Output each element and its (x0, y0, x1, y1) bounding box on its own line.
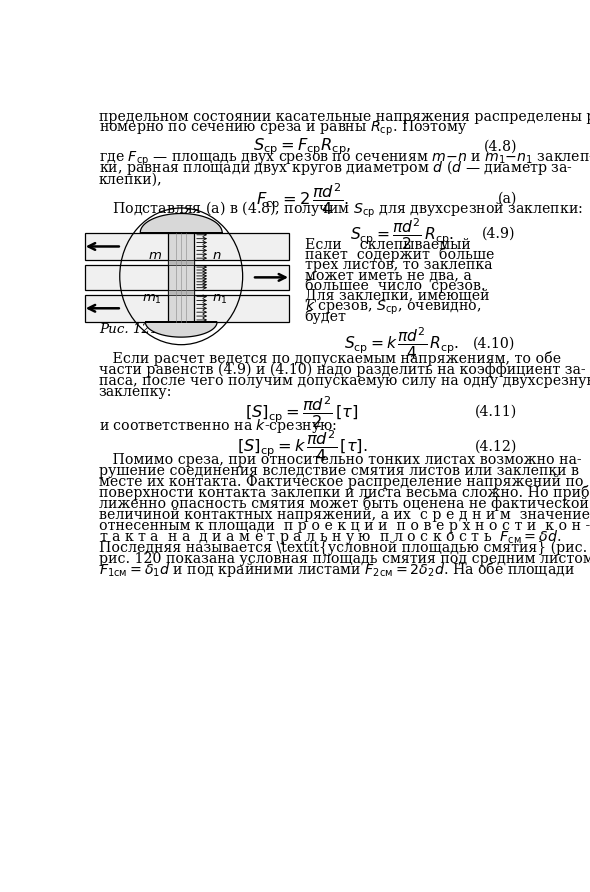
Text: $S_{\rm cp} = \dfrac{\pi d^2}{2}\,R_{\rm cp}.$: $S_{\rm cp} = \dfrac{\pi d^2}{2}\,R_{\rm… (350, 217, 454, 252)
Text: $m_1$: $m_1$ (142, 293, 162, 306)
Text: рис. 120 показана условная площадь смятия под средним листом: рис. 120 показана условная площадь смяти… (99, 552, 590, 566)
Text: поверхности контакта заклепки и листа весьма сложно. Но приб-: поверхности контакта заклепки и листа ве… (99, 485, 590, 500)
Text: предельном состоянии касательные напряжения распределены рав-: предельном состоянии касательные напряже… (99, 110, 590, 124)
Text: $F_{\rm cp} = 2\,\dfrac{\pi d^2}{4}.$: $F_{\rm cp} = 2\,\dfrac{\pi d^2}{4}.$ (256, 181, 349, 217)
Polygon shape (85, 265, 289, 290)
Polygon shape (85, 294, 289, 322)
Text: заклепку:: заклепку: (99, 385, 172, 400)
Text: части равенств (4.9) и (4.10) надо разделить на коэффициент за-: части равенств (4.9) и (4.10) надо разде… (99, 362, 585, 377)
Text: $S_{\rm cp} = k\,\dfrac{\pi d^2}{4}\,R_{\rm cp}.$: $S_{\rm cp} = k\,\dfrac{\pi d^2}{4}\,R_{… (345, 326, 460, 361)
Text: где $F_{\rm cp}$ — площадь двух срезов по сечениям $m{-}n$ и $m_1{-}n_1$ заклеп-: где $F_{\rm cp}$ — площадь двух срезов п… (99, 149, 590, 168)
Polygon shape (85, 233, 289, 260)
Text: будет: будет (304, 309, 346, 324)
Text: Если расчет ведется по допускаемым напряжениям, то обе: Если расчет ведется по допускаемым напря… (99, 351, 561, 367)
Text: пакет  содержит  больше: пакет содержит больше (304, 247, 494, 262)
Text: и соответственно на $k$-срезную:: и соответственно на $k$-срезную: (99, 417, 337, 435)
Text: (4.9): (4.9) (481, 227, 515, 241)
Text: может иметь не два, а: может иметь не два, а (304, 268, 471, 283)
Text: клепки),: клепки), (99, 172, 162, 186)
Text: Последняя называется \textit{условной площадью смятия} (рис. 122). На: Последняя называется \textit{условной пл… (99, 541, 590, 555)
Text: (4.12): (4.12) (475, 440, 517, 453)
Text: лиженно опасность смятия может быть оценена не фактической: лиженно опасность смятия может быть оцен… (99, 496, 589, 511)
Text: $k$ срезов, $S_{\rm cp}$, очевидно,: $k$ срезов, $S_{\rm cp}$, очевидно, (304, 297, 481, 317)
Text: Помимо среза, при относительно тонких листах возможно на-: Помимо среза, при относительно тонких ли… (99, 453, 582, 467)
Text: т а к т а  н а  д и а м е т р а л ь н у ю  п л о с к о с т ь  $F_{\rm см} = \del: т а к т а н а д и а м е т р а л ь н у ю … (99, 528, 561, 546)
Text: ки, равная площади двух кругов диаметром $d$ ($d$ — диаметр за-: ки, равная площади двух кругов диаметром… (99, 158, 573, 178)
Text: паса, после чего получим допускаемую силу на одну двухсрезную: паса, после чего получим допускаемую сил… (99, 375, 590, 388)
Text: месте их контакта. Фактическое распределение напряжений по: месте их контакта. Фактическое распредел… (99, 475, 584, 489)
Text: (4.8): (4.8) (484, 140, 517, 154)
Text: $n_1$: $n_1$ (212, 293, 228, 306)
Text: (a): (a) (498, 192, 517, 206)
Polygon shape (140, 213, 222, 233)
Polygon shape (168, 290, 194, 294)
Text: номерно по сечению среза и равны $R_{\rm cp}$. Поэтому: номерно по сечению среза и равны $R_{\rm… (99, 119, 467, 138)
Text: Подставляя (а) в (4.8), получим $S_{\rm cp}$ для двухсрезной заклепки:: Подставляя (а) в (4.8), получим $S_{\rm … (99, 200, 583, 220)
Text: Рис. 121 ▲: Рис. 121 ▲ (99, 322, 173, 335)
Text: $S_{\rm cp} = F_{\rm cp} R_{\rm cp},$: $S_{\rm cp} = F_{\rm cp} R_{\rm cp},$ (253, 136, 352, 157)
Text: $n$: $n$ (212, 249, 222, 261)
Text: $F_{1{\rm см}} = \delta_1 d$ и под крайними листами $F_{2{\rm см}} = 2\delta_2 d: $F_{1{\rm см}} = \delta_1 d$ и под крайн… (99, 560, 575, 579)
Text: рушение соединения вследствие смятия листов или заклепки в: рушение соединения вследствие смятия лис… (99, 464, 579, 478)
Text: $[S]_{\rm cp} = \dfrac{\pi d^2}{2}\,[\tau]$: $[S]_{\rm cp} = \dfrac{\pi d^2}{2}\,[\ta… (245, 394, 359, 430)
Text: трех листов, то заклепка: трех листов, то заклепка (304, 258, 492, 272)
Text: Если    склепываемый: Если склепываемый (304, 237, 470, 252)
Text: большее  число  срезов.: большее число срезов. (304, 277, 486, 293)
Text: $m$: $m$ (148, 249, 162, 261)
Polygon shape (145, 322, 217, 337)
Text: отнесенным к площади  п р о е к ц и и  п о в е р х н о с т и  к о н -: отнесенным к площади п р о е к ц и и п о… (99, 519, 590, 533)
Text: $[S]_{\rm cp} = k\,\dfrac{\pi d^2}{4}\,[\tau].$: $[S]_{\rm cp} = k\,\dfrac{\pi d^2}{4}\,[… (237, 428, 368, 464)
Polygon shape (168, 260, 194, 265)
Text: Для заклепки, имеющей: Для заклепки, имеющей (304, 289, 489, 303)
Text: (4.11): (4.11) (475, 405, 517, 419)
Polygon shape (168, 233, 194, 322)
Text: (4.10): (4.10) (473, 336, 515, 351)
Text: величиной контактных напряжений, а их  с р е д н и м  значением,: величиной контактных напряжений, а их с … (99, 508, 590, 522)
